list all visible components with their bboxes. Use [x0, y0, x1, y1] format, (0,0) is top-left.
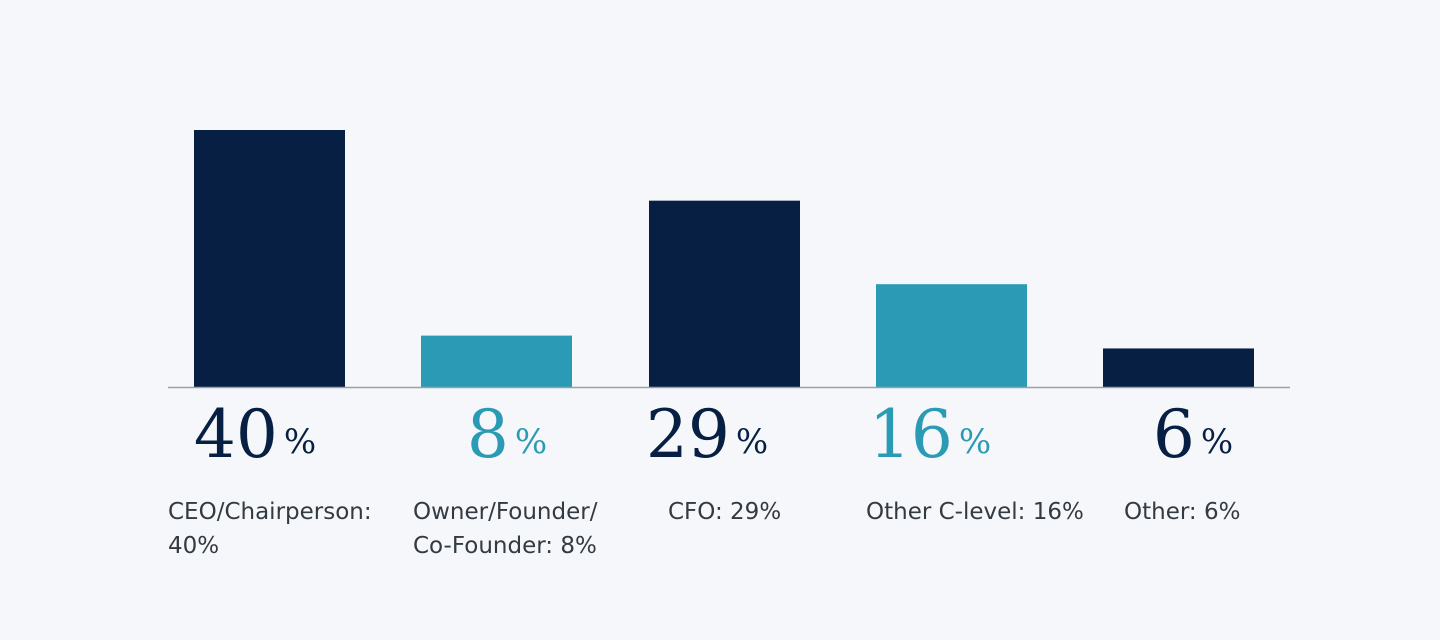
- data-label-0: 40%: [194, 396, 316, 473]
- category-label-line: CEO/Chairperson:: [168, 499, 372, 525]
- data-label-4: 6%: [1153, 396, 1233, 473]
- bar-0: [194, 130, 345, 387]
- category-label-line: Co-Founder: 8%: [413, 533, 597, 559]
- category-label-line: Other: 6%: [1124, 499, 1241, 525]
- category-label-line: Owner/Founder/: [413, 499, 598, 525]
- category-label-2: CFO: 29%: [668, 495, 781, 529]
- bar-1: [421, 335, 572, 387]
- category-label-1: Owner/Founder/Co-Founder: 8%: [413, 495, 597, 563]
- data-label-2: 29%: [646, 396, 768, 473]
- category-label-0: CEO/Chairperson: 40%: [168, 495, 372, 563]
- bar-2: [649, 200, 800, 387]
- category-label-line: CFO: 29%: [668, 499, 782, 525]
- data-label-3: 16%: [869, 396, 991, 473]
- category-label-line: Other C-level: 16%: [866, 499, 1084, 525]
- category-label-4: Other: 6%: [1124, 495, 1240, 529]
- bar-3: [876, 284, 1027, 387]
- bar-4: [1103, 348, 1254, 387]
- category-label-3: Other C-level: 16%: [866, 495, 1084, 529]
- category-label-line: 40%: [168, 533, 220, 559]
- data-label-1: 8%: [467, 396, 547, 473]
